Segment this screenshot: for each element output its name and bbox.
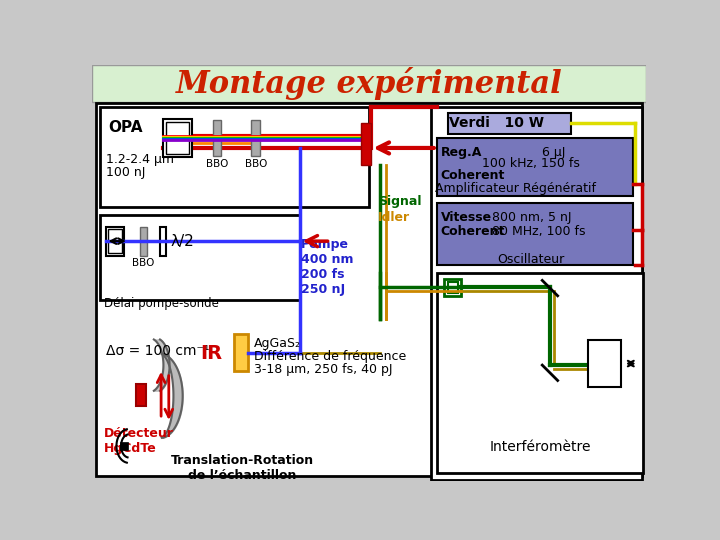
Bar (444, 279, 462, 296)
Bar (106, 226, 124, 256)
Bar (120, 442, 128, 450)
Bar (448, 282, 459, 293)
Text: Pompe
400 nm
200 fs
250 nJ: Pompe 400 nm 200 fs 250 nJ (301, 238, 354, 296)
Bar (588, 340, 621, 387)
Bar (251, 120, 260, 156)
Bar (212, 120, 221, 156)
Text: Vitesse: Vitesse (441, 211, 492, 224)
Bar (448, 112, 571, 134)
Text: Δσ = 100 cm⁻¹: Δσ = 100 cm⁻¹ (106, 343, 209, 357)
Text: Idler: Idler (378, 211, 410, 224)
Bar (437, 273, 643, 473)
Bar (234, 334, 248, 372)
Bar (361, 123, 371, 165)
Text: OPA: OPA (109, 120, 143, 135)
Text: Coherent: Coherent (441, 225, 505, 238)
Text: Interféromètre: Interféromètre (489, 440, 590, 454)
Text: Signal: Signal (378, 195, 422, 208)
Bar (92, 65, 647, 102)
Text: BBO: BBO (206, 159, 228, 168)
Bar (166, 122, 189, 154)
Text: 800 nm, 5 nJ: 800 nm, 5 nJ (492, 211, 572, 224)
Bar (99, 107, 369, 207)
Text: 1.2-2.4 µm: 1.2-2.4 µm (106, 153, 174, 166)
Text: Verdi   10 W: Verdi 10 W (449, 116, 544, 130)
Text: Oscillateur: Oscillateur (497, 253, 564, 266)
Bar (160, 226, 166, 256)
Text: 100 nJ: 100 nJ (106, 166, 145, 179)
Text: Montage expérimental: Montage expérimental (176, 67, 562, 100)
Text: AgGaS₂: AgGaS₂ (253, 336, 300, 349)
Text: Reg.A: Reg.A (441, 146, 482, 159)
Text: Coherent: Coherent (441, 168, 505, 182)
Bar (96, 103, 642, 476)
Text: Translation-Rotation
de l’échantillon: Translation-Rotation de l’échantillon (171, 454, 313, 482)
Bar (137, 384, 145, 406)
Text: Amplificateur Régénératif: Amplificateur Régénératif (435, 182, 596, 195)
Text: 6 µJ: 6 µJ (542, 146, 565, 159)
Bar (108, 229, 122, 253)
Bar (431, 107, 642, 480)
Text: Différence de fréquence: Différence de fréquence (253, 350, 406, 363)
Text: BBO: BBO (132, 258, 155, 268)
Text: Détecteur
HgCdTe: Détecteur HgCdTe (104, 427, 174, 455)
Text: 3-18 µm, 250 fs, 40 pJ: 3-18 µm, 250 fs, 40 pJ (253, 363, 392, 376)
Bar (437, 204, 633, 265)
Text: 80 MHz, 100 fs: 80 MHz, 100 fs (492, 225, 585, 238)
Text: λ/2: λ/2 (171, 234, 194, 248)
Text: IR: IR (200, 343, 222, 362)
Bar (163, 119, 192, 157)
Bar (140, 226, 147, 256)
Text: BBO: BBO (245, 159, 267, 168)
Text: 100 kHz, 150 fs: 100 kHz, 150 fs (482, 157, 580, 170)
Bar (99, 215, 300, 300)
Text: Délai pompe-sonde: Délai pompe-sonde (104, 298, 219, 310)
Bar (437, 138, 633, 195)
